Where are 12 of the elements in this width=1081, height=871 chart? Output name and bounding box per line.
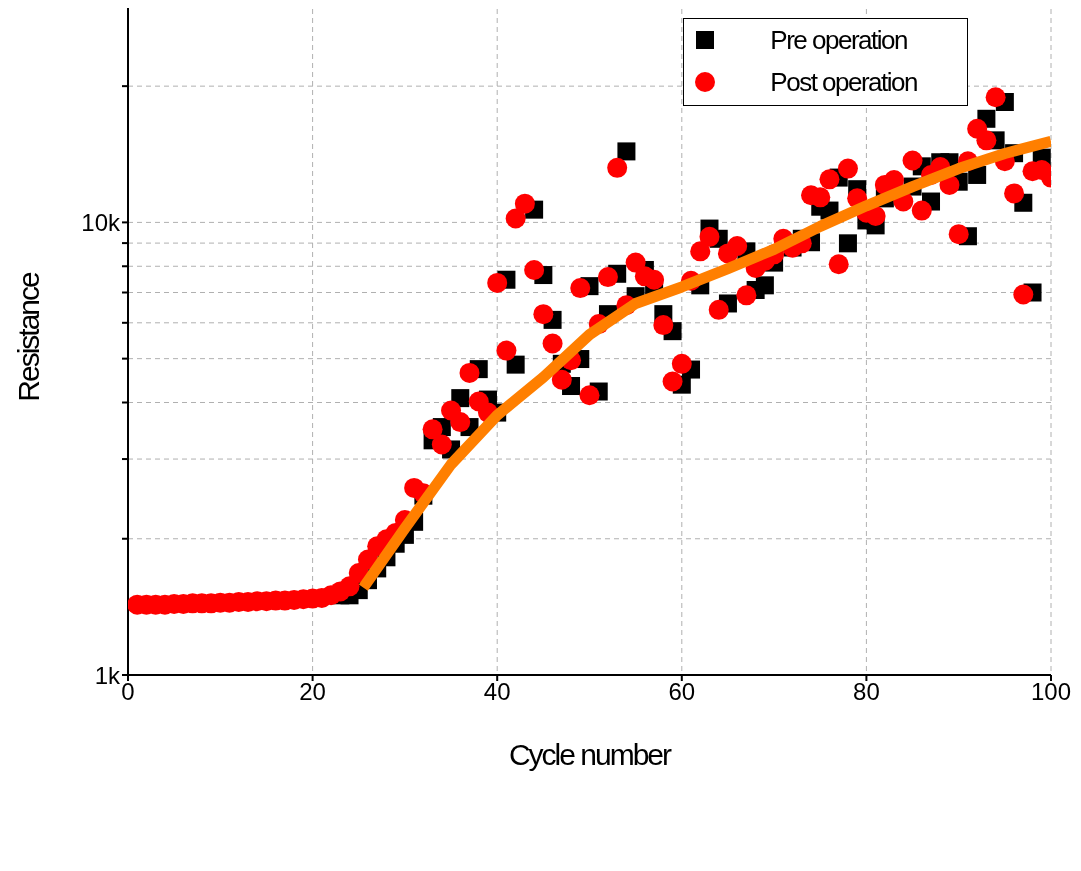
x-tick-label: 40 [483, 678, 511, 706]
y-tick-label: 1k [94, 661, 121, 689]
legend-label: Pre operation [770, 24, 907, 56]
x-tick-label: 0 [121, 678, 135, 706]
x-tick-label: 80 [853, 678, 880, 706]
y-tick-label: 10k [81, 208, 121, 236]
legend-label: Post operation [770, 66, 917, 98]
x-tick-label: 20 [299, 678, 326, 706]
x-tick-label: 60 [668, 678, 696, 706]
y-axis-title: Resistance [11, 271, 45, 402]
x-tick-label: 100 [1030, 678, 1072, 706]
x-axis-title: Cycle number [508, 738, 673, 771]
